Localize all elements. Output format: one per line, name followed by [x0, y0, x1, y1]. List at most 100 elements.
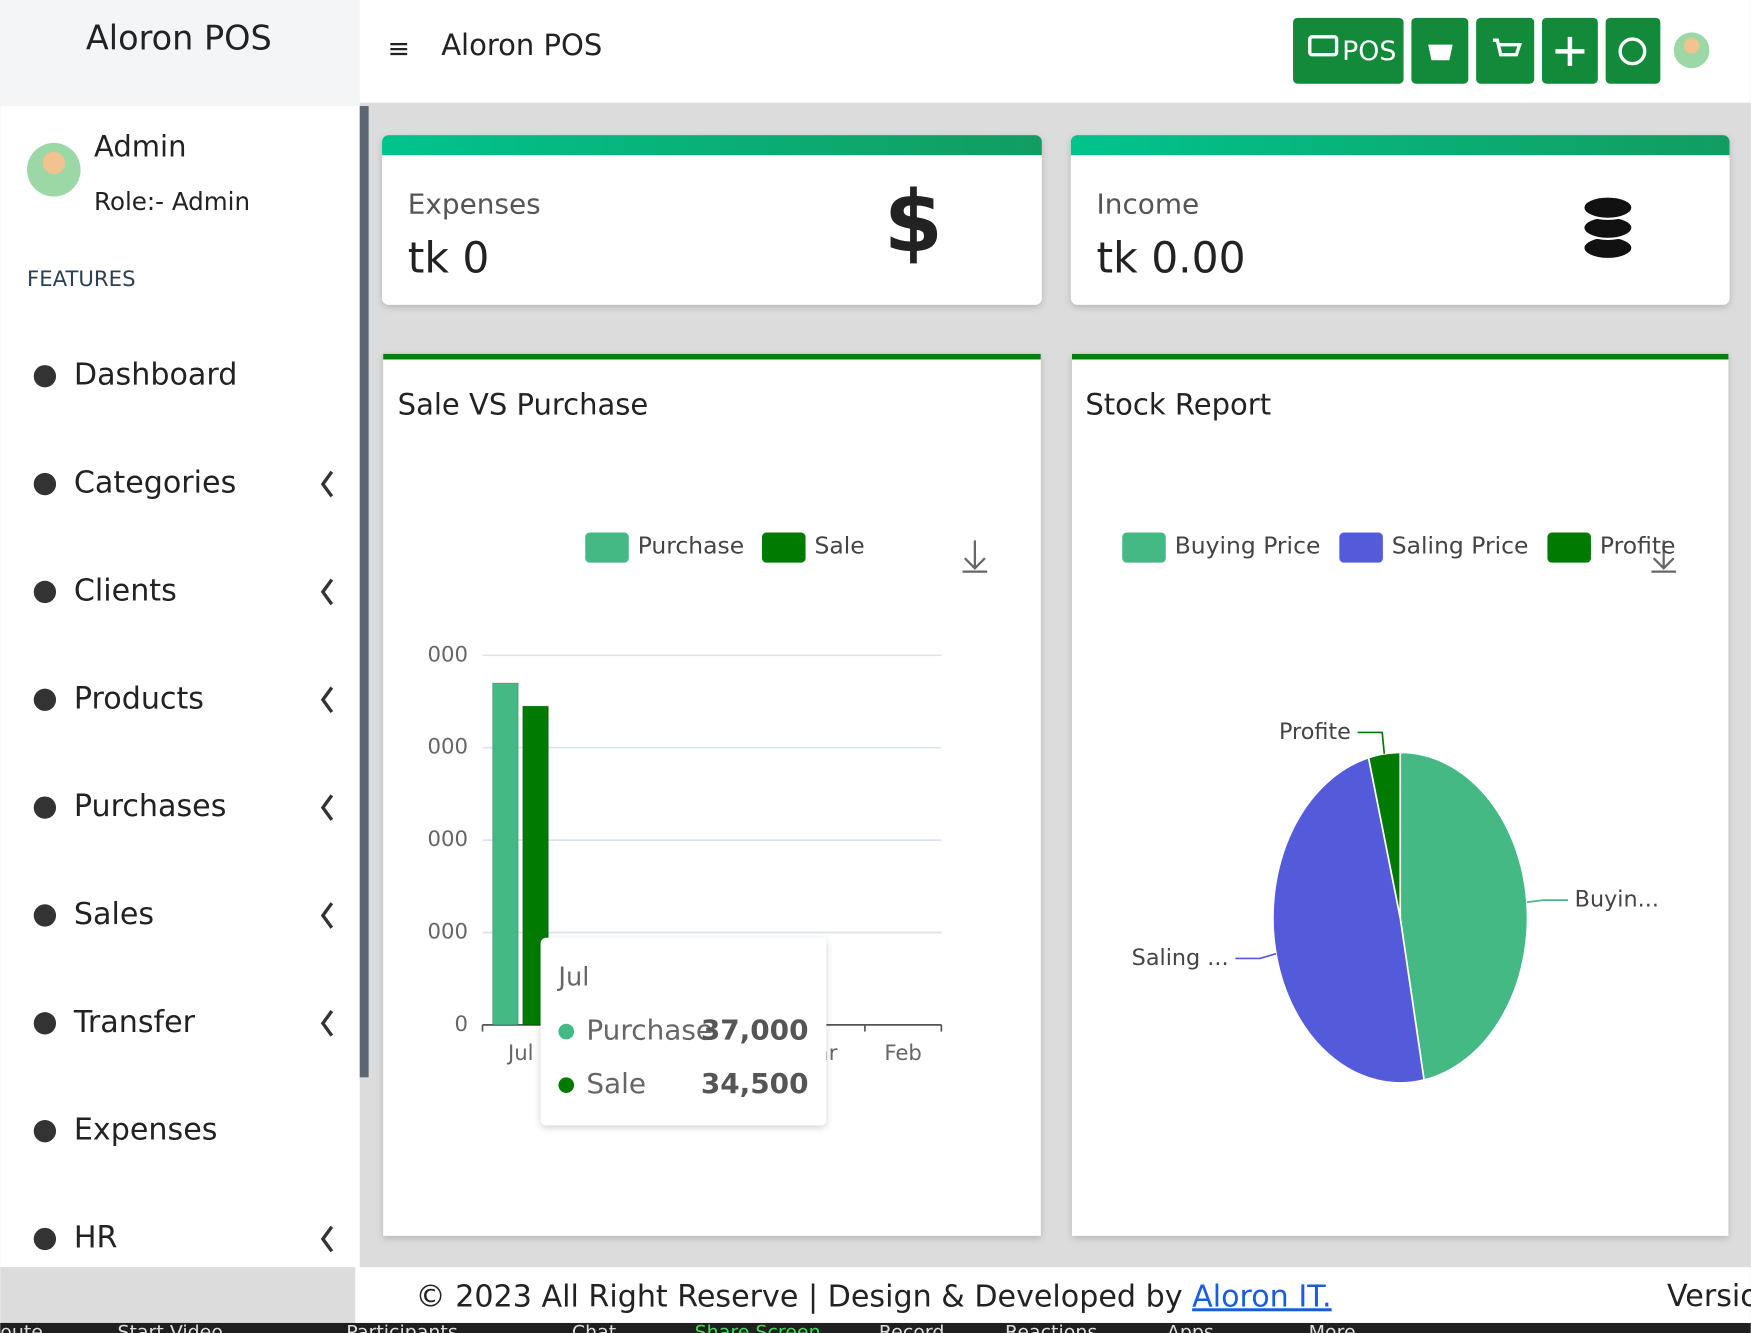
menu-toggle[interactable]: ≡ — [388, 34, 410, 65]
footer-text: © 2023 All Right Reserve | Design & Deve… — [416, 1279, 1332, 1314]
menu-icon — [33, 904, 57, 927]
menu-icon — [33, 365, 57, 388]
y-tick-label: ,000 — [421, 642, 468, 667]
menu-icon — [33, 1012, 57, 1035]
tooltip-dot — [558, 1023, 575, 1040]
menu-item[interactable]: HR — [74, 1220, 118, 1255]
tooltip — [540, 937, 827, 1126]
menu-item[interactable]: Products — [74, 681, 204, 716]
brand-bar — [0, 0, 360, 107]
download-icon[interactable] — [962, 540, 988, 573]
card-icon — [1582, 195, 1634, 220]
chevron — [320, 902, 334, 929]
label-line — [1235, 952, 1277, 960]
x-tick-label: Feb — [884, 1041, 922, 1066]
menu-heading: FEATURES — [27, 267, 136, 292]
menu-item[interactable]: Sales — [74, 897, 154, 932]
card — [1070, 135, 1730, 305]
label-line — [1357, 731, 1386, 754]
chart-title: Sale VS Purchase — [398, 387, 649, 421]
legend-swatch[interactable] — [1122, 532, 1166, 563]
user-role: Role:- Admin — [94, 187, 250, 216]
legend-swatch[interactable] — [1339, 532, 1383, 563]
x-tick-label: Jul — [506, 1041, 534, 1066]
card-icon: $ — [884, 173, 943, 272]
cart-button[interactable] — [1476, 17, 1535, 84]
y-tick-label: 0 — [455, 1012, 469, 1037]
page-title: Aloron POS — [441, 28, 602, 62]
taskbar-item[interactable]: Record — [879, 1322, 945, 1333]
icon — [1308, 35, 1339, 57]
menu-item[interactable]: Expenses — [74, 1113, 218, 1148]
taskbar — [0, 1322, 1751, 1333]
legend-swatch[interactable] — [585, 532, 629, 563]
avatar-face — [1683, 37, 1700, 54]
legend-label[interactable]: Purchase — [638, 532, 744, 560]
panel-top — [1071, 353, 1729, 360]
icon — [1492, 38, 1522, 57]
user-face — [42, 151, 65, 175]
tooltip-dot — [558, 1077, 575, 1093]
menu-item[interactable]: Purchases — [74, 789, 227, 824]
taskbar-item[interactable]: Chat — [572, 1322, 616, 1333]
taskbar-item[interactable]: Share Screen — [695, 1322, 821, 1333]
taskbar-item[interactable]: Participants — [346, 1322, 457, 1333]
taskbar-item[interactable]: Apps — [1167, 1322, 1214, 1333]
footer — [355, 1267, 1751, 1333]
menu-icon — [33, 1119, 57, 1143]
chevron — [320, 470, 334, 498]
chevron — [320, 578, 334, 606]
legend-swatch[interactable] — [762, 532, 806, 563]
tooltip-name: Sale — [586, 1067, 646, 1100]
legend-label[interactable]: Profite — [1600, 532, 1676, 560]
chevron — [320, 686, 334, 714]
card — [382, 135, 1042, 305]
legend-label[interactable]: Sale — [814, 532, 864, 560]
chevron — [320, 794, 334, 821]
menu-item[interactable]: Clients — [74, 573, 177, 608]
tooltip-value: 37,000 — [701, 1014, 809, 1047]
version: Versio — [1667, 1279, 1751, 1314]
pos-label: POS — [1342, 36, 1396, 67]
sidebar — [0, 0, 360, 1268]
brand: Aloron POS — [86, 19, 272, 58]
legend-label[interactable]: Buying Price — [1175, 532, 1321, 560]
menu-icon — [33, 688, 57, 711]
taskbar-item[interactable]: Start Video — [117, 1322, 223, 1333]
card-top — [382, 135, 1042, 156]
footer-copy: © 2023 All Right Reserve | Design & Deve… — [416, 1279, 1193, 1314]
icon — [1555, 36, 1585, 66]
card-value: tk 0.00 — [1097, 235, 1246, 284]
taskbar-item[interactable]: Reactions — [1005, 1322, 1097, 1333]
card-top — [1070, 135, 1730, 156]
pos-button[interactable] — [1293, 17, 1404, 84]
taskbar-item[interactable]: oute — [0, 1322, 43, 1333]
header-buttons: POS — [1293, 17, 1710, 84]
pie-slice — [1272, 756, 1426, 1084]
card-label: Expenses — [408, 187, 541, 220]
icon — [1618, 37, 1647, 66]
pie-slice — [1367, 751, 1402, 918]
legend-swatch[interactable] — [1547, 532, 1591, 563]
slice-label: Profite — [1279, 719, 1351, 745]
slice-label: Saling ... — [1132, 945, 1229, 971]
y-tick-label: ,000 — [421, 735, 468, 760]
taskbar-item[interactable]: More — [1309, 1322, 1356, 1333]
menu-icon — [33, 796, 57, 819]
globe-button[interactable] — [1605, 17, 1661, 84]
menu-item[interactable]: Transfer — [73, 1005, 196, 1040]
tooltip-value: 34,500 — [701, 1067, 809, 1100]
tooltip-title: Jul — [556, 962, 589, 992]
slice-label: Buyin... — [1575, 887, 1659, 913]
menu-item[interactable]: Categories — [74, 466, 236, 501]
legend-label[interactable]: Saling Price — [1392, 532, 1529, 560]
footer-link[interactable]: Aloron IT. — [1192, 1279, 1332, 1314]
menu-icon — [33, 580, 57, 604]
download-icon[interactable] — [1651, 540, 1676, 573]
menu-item[interactable]: Dashboard — [74, 358, 237, 393]
scrollbar — [359, 106, 369, 1078]
tooltip-name: Purchase — [586, 1014, 713, 1047]
y-tick-label: ,000 — [421, 919, 468, 944]
